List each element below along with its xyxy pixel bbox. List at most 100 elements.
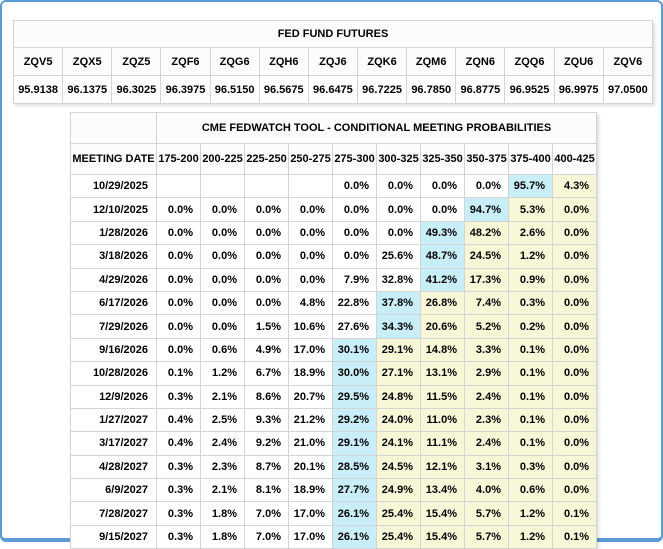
probability-cell: 0.0%: [332, 173, 377, 199]
probability-cell: 27.6%: [332, 314, 377, 339]
probability-cell: 0.0%: [200, 314, 245, 339]
probability-cell: 29.1%: [332, 431, 377, 456]
probability-cell: 0.0%: [332, 244, 377, 269]
probability-cell: 0.3%: [156, 524, 201, 549]
contract-header-cell: ZQN6: [455, 47, 506, 76]
probability-cell: 0.1%: [551, 501, 598, 526]
probability-cell: 95.7%: [508, 173, 553, 199]
probability-cell: 1.2%: [508, 244, 553, 269]
probability-cell: 5.3%: [508, 197, 553, 222]
price-cell: 96.5150: [209, 75, 260, 104]
probability-cell: 1.2%: [200, 361, 245, 386]
probability-cell: 1.8%: [200, 524, 245, 549]
meeting-date-cell: 9/15/2027: [70, 524, 157, 549]
probability-cell: 17.0%: [288, 501, 333, 526]
probability-cell: 37.8%: [376, 290, 421, 316]
probability-cell: 1.2%: [508, 501, 553, 526]
price-cell: 96.9975: [553, 75, 604, 104]
futures-price-row: 95.9138 96.1375 96.3025 96.3975 96.5150 96.56…: [12, 75, 654, 104]
probability-cell: 0.0%: [376, 173, 421, 199]
rate-bin-header-cell: 325-350: [420, 143, 465, 175]
rate-bin-header-cell: 300-325: [376, 143, 421, 175]
meeting-row: 1/27/2027 0.4% 2.5% 9.3% 21.2% 29.2% 24.0% 11.0…: [70, 407, 598, 433]
probability-cell: 8.1%: [244, 478, 289, 503]
fedwatch-table-body: 10/29/2025 0.0% 0.0% 0.0% 0.0% 95.7% 4.3% 12/10…: [70, 173, 598, 549]
probability-cell: 11.5%: [420, 384, 465, 409]
meeting-date-cell: 6/9/2027: [70, 478, 157, 503]
contract-header-cell: ZQV6: [602, 47, 654, 76]
rate-bin-header-cell: 400-425: [551, 143, 598, 175]
probability-cell: 0.0%: [288, 267, 333, 292]
contract-header-cell: ZQJ6: [307, 47, 358, 76]
meeting-date-cell: 3/18/2026: [70, 244, 157, 269]
futures-table-title: FED FUND FUTURES: [13, 20, 653, 48]
probability-cell: 5.7%: [464, 524, 509, 549]
contract-header-cell: ZQV5: [12, 47, 64, 76]
probability-cell: 0.4%: [156, 431, 201, 456]
probability-cell: 3.1%: [464, 454, 509, 480]
meeting-row: 3/18/2026 0.0% 0.0% 0.0% 0.0% 0.0% 25.6% 48.7% 2…: [70, 244, 598, 269]
probability-cell: 0.0%: [156, 267, 201, 292]
probability-cell: [156, 173, 201, 199]
probability-cell: 0.0%: [332, 197, 377, 222]
probability-cell: 0.1%: [508, 361, 553, 386]
probability-cell: 17.0%: [288, 337, 333, 363]
probability-cell: 25.4%: [376, 524, 421, 549]
probability-cell: 0.0%: [156, 290, 201, 316]
fedwatch-column-header-row: MEETING DATE 175-200 200-225 225-250 250-27…: [70, 143, 598, 175]
probability-cell: 28.5%: [332, 454, 377, 480]
rate-bin-header-cell: 375-400: [508, 143, 553, 175]
probability-cell: 32.8%: [376, 267, 421, 292]
probability-cell: 4.9%: [244, 337, 289, 363]
meeting-date-cell: 3/17/2027: [70, 431, 157, 456]
probability-cell: 26.1%: [332, 524, 377, 549]
meeting-row: 4/28/2027 0.3% 2.3% 8.7% 20.1% 28.5% 24.5% 12.1…: [70, 454, 598, 480]
meeting-row: 6/17/2026 0.0% 0.0% 0.0% 4.8% 22.8% 37.8% 26.8%…: [70, 290, 598, 316]
probability-cell: 24.0%: [376, 407, 421, 433]
probability-cell: 24.9%: [376, 478, 421, 503]
probability-cell: 17.0%: [288, 524, 333, 549]
meeting-date-cell: 6/17/2026: [70, 290, 157, 316]
fedwatch-table-title: CME FEDWATCH TOOL - CONDITIONAL MEETING …: [155, 112, 598, 144]
meeting-row: 9/15/2027 0.3% 1.8% 7.0% 17.0% 26.1% 25.4% 15.4…: [70, 524, 598, 549]
probability-cell: 34.3%: [376, 314, 421, 339]
meeting-row: 6/9/2027 0.3% 2.1% 8.1% 18.9% 27.7% 24.9% 13.4%…: [70, 478, 598, 503]
price-cell: 96.1375: [62, 75, 113, 104]
probability-cell: 0.1%: [156, 361, 201, 386]
probability-cell: 0.0%: [244, 267, 289, 292]
probability-cell: 0.0%: [156, 337, 201, 363]
futures-contract-header-row: ZQV5 ZQX5 ZQZ5 ZQF6 ZQG6 ZQH6 ZQJ6 ZQK6 ZQM6 ZQN6…: [12, 47, 654, 76]
probability-cell: 0.0%: [551, 337, 598, 363]
probability-cell: 2.6%: [508, 220, 553, 246]
probability-cell: 5.7%: [464, 501, 509, 526]
probability-cell: 21.0%: [288, 431, 333, 456]
meeting-date-cell: 12/10/2025: [70, 197, 157, 222]
fedwatch-probabilities-table: CME FEDWATCH TOOL - CONDITIONAL MEETING …: [70, 112, 598, 549]
probability-cell: 0.0%: [376, 220, 421, 246]
rate-bin-header-cell: 200-225: [200, 143, 245, 175]
probability-cell: 0.0%: [420, 197, 465, 222]
probability-cell: 4.8%: [288, 290, 333, 316]
probability-cell: 0.0%: [156, 244, 201, 269]
probability-cell: 15.4%: [420, 524, 465, 549]
contract-header-cell: ZQU6: [553, 47, 604, 76]
probability-cell: 0.0%: [551, 407, 598, 433]
probability-cell: 2.5%: [200, 407, 245, 433]
probability-cell: 0.0%: [156, 314, 201, 339]
corner-cell: [70, 112, 157, 144]
probability-cell: 14.8%: [420, 337, 465, 363]
probability-cell: 2.3%: [200, 454, 245, 480]
probability-cell: 49.3%: [420, 220, 465, 246]
meeting-date-cell: 7/29/2026: [70, 314, 157, 339]
probability-cell: 0.0%: [551, 290, 598, 316]
probability-cell: 0.0%: [551, 478, 598, 503]
probability-cell: 0.3%: [508, 290, 553, 316]
probability-cell: [244, 173, 289, 199]
probability-cell: 0.1%: [551, 524, 598, 549]
probability-cell: 94.7%: [464, 197, 509, 222]
rate-bin-header-cell: 350-375: [464, 143, 509, 175]
probability-cell: 0.0%: [551, 244, 598, 269]
contract-header-cell: ZQH6: [258, 47, 309, 76]
probability-cell: 7.0%: [244, 524, 289, 549]
probability-cell: 48.7%: [420, 244, 465, 269]
